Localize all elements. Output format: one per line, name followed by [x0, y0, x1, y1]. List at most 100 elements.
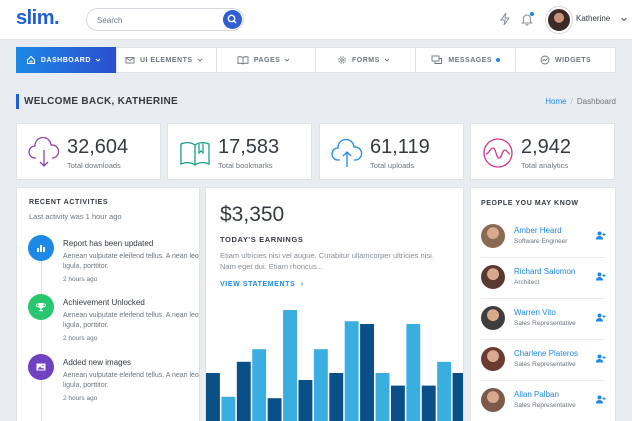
activity-icon-circle: [28, 235, 54, 261]
earnings-title: TODAY'S EARNINGS: [220, 235, 304, 244]
activity-time: 2 hours ago: [63, 276, 98, 283]
search-icon: [227, 14, 237, 24]
earnings-value: $3,350: [220, 203, 285, 226]
divider: [481, 380, 605, 381]
chevron-down-icon: [284, 58, 290, 62]
chart-bar: [221, 396, 236, 421]
activity-title: Added new images: [63, 358, 132, 367]
stat-card-downloads: 32,604 Total downloads: [16, 123, 161, 180]
nav-label: MESSAGES: [448, 56, 493, 64]
breadcrumb-home[interactable]: Home: [545, 97, 567, 106]
notification-dot: [530, 12, 534, 16]
add-user-icon[interactable]: [595, 271, 606, 282]
bar-chart-icon: [37, 245, 45, 252]
avatar[interactable]: [481, 224, 505, 248]
nav-forms[interactable]: FORMS: [316, 48, 417, 72]
avatar[interactable]: [546, 7, 572, 33]
avatar[interactable]: [481, 306, 505, 330]
add-user-icon[interactable]: [595, 312, 606, 323]
breadcrumb-separator: /: [570, 97, 573, 106]
chart-bar: [267, 398, 282, 421]
person-role: Sales Representative: [514, 361, 576, 368]
nav-label: UI ELEMENTS: [139, 56, 193, 64]
nav-label: PAGES: [253, 56, 281, 64]
nav-widgets[interactable]: WIDGETS: [516, 48, 615, 72]
stat-value: 32,604: [67, 136, 129, 158]
avatar[interactable]: [481, 347, 505, 371]
divider: [481, 339, 605, 340]
person-name[interactable]: Warren Vito: [514, 308, 556, 317]
chart-bar: [421, 385, 436, 421]
messages-dot: [496, 58, 501, 62]
chart-bar: [360, 324, 375, 421]
title-accent: [16, 94, 19, 109]
avatar[interactable]: [481, 388, 505, 412]
person-name[interactable]: Richard Salomon: [514, 267, 576, 276]
avatar[interactable]: [481, 265, 505, 289]
cloud-download-icon: [28, 136, 60, 167]
person-item[interactable]: Allan Palban Sales Representative: [481, 384, 606, 418]
add-user-icon[interactable]: [595, 230, 606, 241]
user-name[interactable]: Katherine: [576, 14, 611, 23]
chart-bar: [437, 361, 452, 421]
chart-bar: [298, 380, 313, 421]
main-nav: DASHBOARD UI ELEMENTS PAGES FORMS MESSAG…: [16, 47, 616, 73]
divider: [481, 257, 605, 258]
chevron-down-icon: [384, 58, 390, 62]
chevron-down-icon: [197, 58, 202, 62]
stat-label: Total downloads: [67, 161, 121, 170]
activity-text: Aenean vulputate eleifend tellus. A nean…: [63, 253, 199, 270]
cloud-upload-icon: [331, 138, 363, 167]
chevron-down-icon[interactable]: [620, 15, 628, 23]
nav-messages[interactable]: MESSAGES: [416, 48, 517, 72]
lightning-icon[interactable]: [498, 12, 512, 26]
panel-title: RECENT ACTIVITIES: [29, 199, 109, 206]
home-icon: [26, 55, 35, 64]
panel-title: PEOPLE YOU MAY KNOW: [481, 200, 579, 207]
earnings-bar-chart: [206, 310, 463, 421]
person-item[interactable]: Richard Salomon Architect: [481, 261, 606, 295]
search-input[interactable]: [97, 13, 217, 27]
add-user-icon[interactable]: [595, 353, 606, 364]
nav-label: WIDGETS: [554, 56, 592, 64]
chart-bar: [206, 373, 220, 421]
earnings-text: Etiam ultricies nisi vel augue. Curabitu…: [220, 251, 434, 271]
person-name[interactable]: Allan Palban: [514, 390, 559, 399]
activity-text: Aenean vulputate eleifend tellus. A nean…: [63, 372, 199, 389]
person-name[interactable]: Amber Heard: [514, 226, 562, 235]
activity-subtitle: Last activity was 1 hour ago: [29, 212, 122, 221]
person-role: Sales Representative: [514, 320, 576, 327]
nav-pages[interactable]: PAGES: [217, 48, 317, 72]
chart-bar: [329, 373, 344, 421]
person-role: Architect: [514, 279, 540, 286]
bell-icon[interactable]: [520, 12, 534, 26]
search-box: [86, 8, 244, 31]
top-header: slim. Katherine: [0, 0, 632, 40]
pulse-icon: [483, 138, 513, 168]
stat-card-bookmarks: 17,583 Total bookmarks: [167, 123, 312, 180]
activity-time: 2 hours ago: [63, 335, 98, 342]
image-icon: [36, 363, 46, 371]
logo[interactable]: slim.: [16, 7, 60, 29]
activity-icon-circle: [28, 294, 54, 320]
timeline-line: [41, 238, 42, 421]
book-icon: [237, 56, 249, 65]
person-role: Sales Representative: [514, 402, 576, 409]
book-open-icon: [180, 141, 210, 166]
search-button[interactable]: [223, 10, 242, 29]
activity-title: Report has been updated: [63, 239, 154, 248]
nav-label: FORMS: [352, 56, 380, 64]
add-user-icon[interactable]: [595, 394, 606, 405]
view-statements-link[interactable]: VIEW STATEMENTS ›: [220, 281, 304, 288]
person-name[interactable]: Charlene Plateros: [514, 349, 579, 358]
stat-label: Total analytics: [521, 161, 569, 170]
person-item[interactable]: Amber Heard Software Engineer: [481, 220, 606, 254]
nav-dashboard[interactable]: DASHBOARD: [16, 47, 117, 73]
chart-bar: [375, 373, 390, 421]
person-item[interactable]: Charlene Plateros Sales Representative: [481, 343, 606, 377]
nav-ui-elements[interactable]: UI ELEMENTS: [117, 48, 217, 72]
nav-label: DASHBOARD: [40, 56, 91, 64]
breadcrumb: Home / Dashboard: [545, 97, 616, 106]
person-item[interactable]: Warren Vito Sales Representative: [481, 302, 606, 336]
activity-icon-circle: [28, 354, 54, 380]
